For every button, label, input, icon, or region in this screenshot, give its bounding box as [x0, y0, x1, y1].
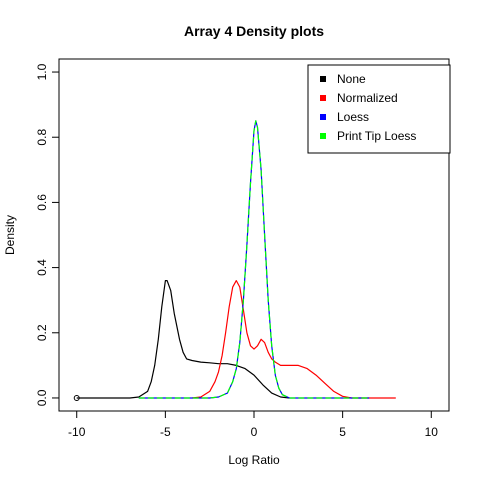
legend-label: Normalized: [337, 91, 398, 105]
x-tick-label: 5: [339, 425, 346, 439]
series-line-0: [76, 280, 290, 399]
legend-swatch: [320, 95, 326, 101]
series-layer: [73, 120, 396, 401]
y-axis-label: Density: [3, 215, 17, 255]
legend: None Normalized Loess Print Tip Loess: [307, 64, 451, 154]
legend-swatch: [320, 114, 326, 120]
x-axis: -10 -5 0 5 10: [68, 410, 439, 439]
y-tick-label: 1.0: [35, 63, 49, 80]
legend-label: None: [337, 72, 366, 86]
legend-label: Print Tip Loess: [337, 129, 416, 143]
y-tick-label: 0.4: [35, 259, 49, 276]
y-tick-label: 0.8: [35, 129, 49, 146]
legend-box: [307, 64, 451, 154]
y-tick-label: 0.6: [35, 194, 49, 211]
y-axis: 0.0 0.2 0.4 0.6 0.8 1.0: [35, 63, 60, 406]
y-tick-label: 0.2: [35, 324, 49, 341]
outlier-point: [73, 394, 80, 401]
x-tick-label: -5: [160, 425, 171, 439]
series-line-2: [138, 120, 370, 399]
legend-label: Loess: [337, 110, 369, 124]
x-axis-label: Log Ratio: [228, 453, 280, 467]
x-tick-label: 10: [425, 425, 439, 439]
chart-title: Array 4 Density plots: [184, 23, 324, 39]
legend-swatch: [320, 133, 326, 139]
series-line-3: [138, 120, 370, 399]
series-line-1: [191, 280, 396, 399]
y-tick-label: 0.0: [35, 389, 49, 406]
x-tick-label: -10: [68, 425, 86, 439]
x-tick-label: 0: [251, 425, 258, 439]
legend-swatch: [320, 76, 326, 82]
